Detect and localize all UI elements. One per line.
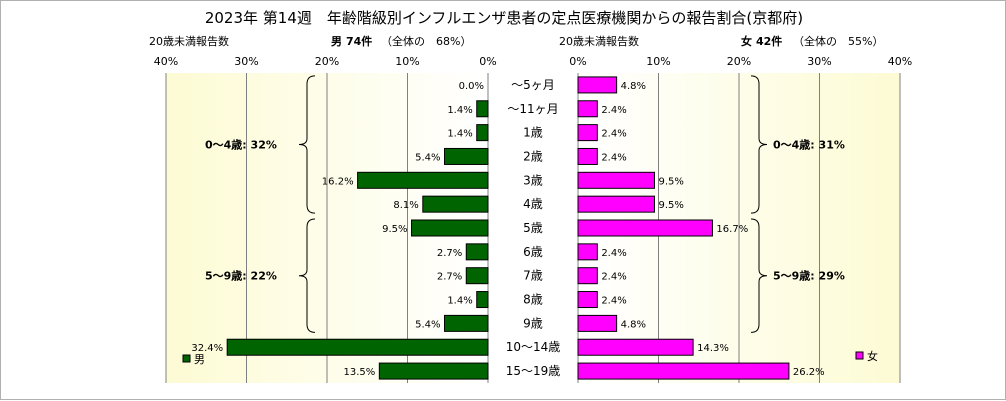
- male-data-label: 1.4%: [447, 105, 472, 116]
- category-label: 6歳: [523, 245, 543, 259]
- left-x-tick-label: 20%: [315, 55, 339, 68]
- right-x-tick-label: 30%: [807, 55, 831, 68]
- male-bar: [357, 171, 489, 189]
- female-data-label: 4.8%: [621, 81, 646, 92]
- category-label: ～5ヶ月: [511, 78, 555, 92]
- male-bar: [444, 314, 489, 332]
- female-bar: [577, 243, 598, 261]
- category-label: 3歳: [523, 173, 543, 187]
- female-data-label: 9.5%: [658, 200, 683, 211]
- female-data-label: 9.5%: [658, 176, 683, 187]
- left-header-count: 74件: [346, 34, 372, 48]
- female-bar: [577, 219, 713, 237]
- right-group-brace: [750, 218, 768, 333]
- female-data-label: 2.4%: [601, 129, 626, 140]
- male-data-label: 8.1%: [393, 200, 418, 211]
- female-bar: [577, 100, 598, 118]
- category-label: 9歳: [523, 316, 543, 330]
- chart-title: 2023年 第14週 年齢階級別インフルエンザ患者の定点医療機関からの報告割合(…: [205, 9, 803, 27]
- female-bar: [577, 76, 618, 94]
- left-x-tick-label: 40%: [154, 55, 178, 68]
- female-data-label: 4.8%: [621, 319, 646, 330]
- female-data-label: 14.3%: [697, 343, 729, 354]
- female-bar: [577, 267, 598, 285]
- female-legend-swatch: [855, 351, 864, 360]
- left-x-tick-label: 10%: [395, 55, 419, 68]
- male-data-label: 1.4%: [447, 129, 472, 140]
- female-bar: [577, 124, 598, 142]
- male-bar: [476, 100, 489, 118]
- right-group-annotation: 5～9歳: 29%: [773, 269, 845, 283]
- female-data-label: 2.4%: [601, 248, 626, 259]
- right-header-share: （全体の 55%）: [793, 34, 883, 48]
- female-data-label: 2.4%: [601, 296, 626, 307]
- male-legend-label: 男: [194, 353, 205, 366]
- male-bar: [422, 195, 489, 213]
- female-data-label: 2.4%: [601, 272, 626, 283]
- right-group-annotation: 0～4歳: 31%: [773, 138, 845, 152]
- right-x-tick-label: 40%: [888, 55, 912, 68]
- left-group-annotation: 0～4歳: 32%: [205, 138, 277, 152]
- male-bar: [411, 219, 489, 237]
- male-data-label: 1.4%: [447, 296, 472, 307]
- category-label: 8歳: [523, 293, 543, 307]
- female-bar: [577, 338, 694, 356]
- male-data-label: 0.0%: [459, 81, 484, 92]
- right-header-count: 42件: [756, 34, 782, 48]
- male-data-label: 2.7%: [437, 272, 462, 283]
- male-data-label: 32.4%: [191, 343, 223, 354]
- male-bar: [465, 243, 489, 261]
- category-label: 5歳: [523, 221, 543, 235]
- category-label: 15～19歳: [506, 364, 561, 378]
- female-bar: [577, 362, 790, 380]
- male-bar: [378, 362, 489, 380]
- category-label: 1歳: [523, 126, 543, 140]
- left-header-share: （全体の 68%）: [381, 34, 471, 48]
- male-data-label: 5.4%: [415, 152, 440, 163]
- left-group-brace: [298, 218, 316, 333]
- female-data-label: 16.7%: [716, 224, 748, 235]
- category-label: 7歳: [523, 269, 543, 283]
- right-x-tick-label: 0%: [569, 55, 586, 68]
- female-data-label: 2.4%: [601, 105, 626, 116]
- female-bar: [577, 314, 618, 332]
- female-data-label: 26.2%: [793, 367, 825, 378]
- right-x-tick-label: 10%: [646, 55, 670, 68]
- female-bar: [577, 291, 598, 309]
- right-group-brace: [750, 75, 768, 214]
- male-bar: [476, 124, 489, 142]
- male-bar: [476, 291, 489, 309]
- female-bar: [577, 195, 655, 213]
- left-header-sex: 男: [331, 35, 342, 48]
- female-legend-label: 女: [867, 349, 878, 363]
- category-label: 4歳: [523, 197, 543, 211]
- right-x-tick-label: 20%: [727, 55, 751, 68]
- category-label: ～11ヶ月: [507, 102, 558, 116]
- male-bar: [444, 147, 489, 165]
- female-data-label: 2.4%: [601, 152, 626, 163]
- left-group-brace: [298, 75, 316, 214]
- left-x-tick-label: 0%: [479, 55, 496, 68]
- male-data-label: 2.7%: [437, 248, 462, 259]
- category-label: 2歳: [523, 149, 543, 163]
- category-label: 10～14歳: [506, 340, 561, 354]
- right-header-sex: 女: [741, 34, 752, 48]
- male-data-label: 9.5%: [382, 224, 407, 235]
- left-group-annotation: 5～9歳: 22%: [205, 269, 277, 283]
- male-bar: [465, 267, 489, 285]
- male-legend-swatch: [182, 354, 191, 363]
- male-data-label: 5.4%: [415, 319, 440, 330]
- female-bar: [577, 171, 655, 189]
- left-axis-label: 20歳未満報告数: [149, 35, 229, 48]
- female-bar: [577, 147, 598, 165]
- male-bar: [226, 338, 489, 356]
- male-data-label: 13.5%: [344, 367, 376, 378]
- right-axis-label: 20歳未満報告数: [559, 35, 639, 48]
- male-data-label: 16.2%: [322, 176, 354, 187]
- left-x-tick-label: 30%: [234, 55, 258, 68]
